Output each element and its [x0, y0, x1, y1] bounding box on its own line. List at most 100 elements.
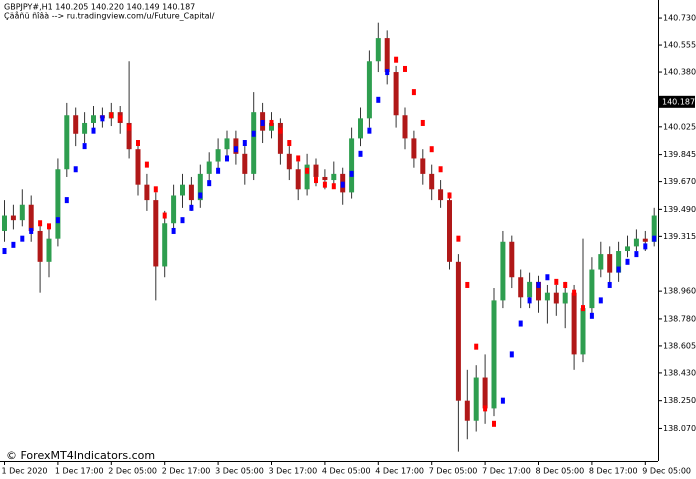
indicator-dash: [47, 223, 51, 230]
indicator-dash: [171, 227, 176, 234]
x-tick-label: 2 Dec 17:00: [162, 467, 211, 476]
indicator-dash: [305, 167, 310, 174]
candle-body: [509, 241, 515, 278]
indicator-dash: [474, 343, 479, 350]
candle-body: [135, 149, 141, 185]
plot-area: [0, 0, 658, 461]
candle-body: [295, 169, 301, 190]
indicator-dash: [598, 297, 603, 304]
indicator-dash: [589, 312, 594, 319]
indicator-dash: [100, 115, 105, 122]
indicator-dash: [447, 192, 452, 199]
candle-body: [571, 292, 577, 355]
indicator-dash: [625, 258, 630, 265]
indicator-dash: [456, 235, 461, 242]
indicator-dash: [73, 166, 78, 173]
y-tick-label: 139.845: [663, 150, 696, 159]
indicator-dash: [162, 212, 167, 219]
candle-body: [64, 115, 70, 170]
indicator-dash: [260, 119, 265, 126]
indicator-dash: [545, 274, 550, 281]
x-tick-label: 4 Dec 17:00: [375, 467, 424, 476]
candle-body: [188, 184, 194, 201]
indicator-dash: [91, 127, 96, 134]
indicator-dash: [438, 166, 443, 173]
indicator-dash: [109, 112, 114, 119]
indicator-dash: [358, 150, 363, 157]
indicator-dash: [616, 266, 621, 273]
candle-body: [322, 176, 328, 181]
candle-body: [553, 292, 559, 304]
x-tick-label: 7 Dec 17:00: [482, 467, 531, 476]
candle-body: [269, 122, 274, 131]
candle-body: [384, 38, 390, 73]
candle-body: [46, 238, 52, 262]
indicator-dash: [55, 217, 60, 224]
indicator-dash: [216, 167, 221, 174]
indicator-dash: [536, 281, 541, 288]
indicator-dash: [340, 181, 345, 188]
candle-body: [429, 173, 435, 190]
indicator-dash: [269, 119, 274, 126]
indicator-dash: [136, 140, 140, 147]
indicator-dash: [144, 161, 149, 168]
indicator-dash: [411, 89, 416, 96]
candle-body: [19, 204, 25, 221]
indicator-dash: [385, 69, 390, 76]
indicator-dash: [518, 320, 523, 327]
candle-body: [331, 173, 337, 181]
candle-body: [527, 281, 533, 298]
header: GBPJPY#,H1 140.205 140.220 140.149 140.1…: [4, 3, 195, 12]
x-tick-label: 8 Dec 17:00: [589, 467, 638, 476]
marks: [2, 22, 657, 452]
x-tick-label: 4 Dec 05:00: [322, 467, 371, 476]
y-tick-label: 139.490: [663, 205, 696, 214]
indicator-dash: [376, 96, 381, 103]
candle-body: [233, 138, 239, 154]
y-tick-label: 138.605: [663, 341, 696, 350]
y-tick-label: 140.380: [663, 68, 696, 77]
indicator-dash: [429, 146, 434, 153]
candle-body: [438, 189, 444, 201]
candle-body: [562, 292, 568, 304]
candle-body: [589, 269, 595, 309]
candle-body: [153, 200, 159, 267]
candle-body: [313, 164, 319, 177]
indicator-dash: [20, 235, 25, 242]
last-price-label: 140.187: [662, 97, 695, 106]
candle-body: [277, 122, 283, 154]
candle-body: [518, 277, 524, 298]
candle-body: [651, 215, 657, 242]
indicator-dash: [394, 56, 399, 63]
indicator-dash: [38, 220, 43, 227]
candle-body: [411, 138, 417, 159]
x-tick-label: 2 Dec 05:00: [108, 467, 157, 476]
candle-body: [349, 138, 355, 193]
x-tick-label: 9 Dec 05:00: [642, 467, 691, 476]
candle-body: [375, 38, 381, 62]
indicator-dash: [225, 155, 229, 162]
indicator-dash: [554, 278, 559, 285]
y-tick-label: 138.070: [663, 424, 696, 433]
indicator-dash: [207, 180, 212, 187]
indicator-dash: [527, 297, 532, 304]
indicator-dash: [572, 289, 577, 296]
indicator-dash: [127, 124, 132, 131]
candle-body: [642, 238, 648, 242]
candle-body: [366, 61, 372, 119]
indicator-dash: [314, 177, 318, 184]
indicator-dash: [64, 197, 69, 204]
candle-body: [464, 400, 470, 421]
candle-body: [598, 254, 604, 270]
y-tick-label: 139.315: [663, 232, 696, 241]
indicator-dash: [180, 217, 185, 224]
candle-body: [633, 238, 639, 247]
candle-body: [171, 195, 177, 224]
candle-body: [215, 149, 221, 162]
indicator-dash: [465, 281, 470, 288]
indicator-dash: [287, 140, 292, 147]
candle-body: [358, 118, 363, 139]
indicator-dash: [509, 351, 514, 358]
candle-body: [536, 281, 541, 301]
